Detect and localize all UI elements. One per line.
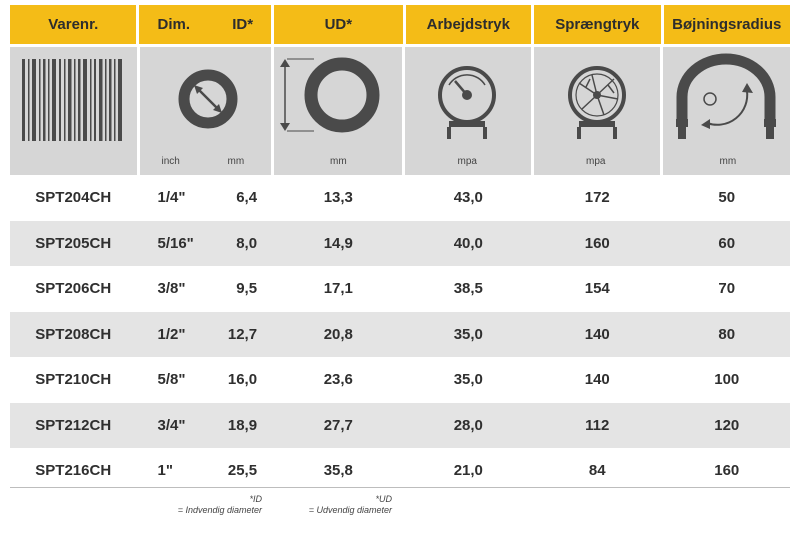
- footnote-ud: *UD = Udvendig diameter: [282, 494, 392, 516]
- table-row: SPT204CH 1/4" 6,4 13,3 43,0 172 50: [10, 175, 790, 221]
- cell-dim: 5/8": [157, 371, 186, 389]
- cell-dim-id: 1" 25,5: [139, 462, 271, 479]
- cell-dim-id: 1/2" 12,7: [139, 326, 271, 343]
- bend-radius-icon: [676, 53, 777, 139]
- cell-arbejdstryk: 21,0: [453, 462, 483, 480]
- cell-dim: 3/4": [157, 416, 186, 434]
- cell-ud: 23,6: [323, 371, 353, 389]
- cell-bojningsradius: 70: [718, 280, 736, 298]
- cell-arbejdstryk: 35,0: [453, 371, 483, 389]
- header-id: ID*: [232, 16, 254, 33]
- cell-id: 12,7: [227, 325, 258, 343]
- cell-bojningsradius: 100: [714, 371, 740, 389]
- cell-varenr: SPT216CH: [35, 462, 112, 480]
- footnote-ud-text: = Udvendig diameter: [308, 505, 392, 515]
- inner-diameter-icon: [178, 69, 237, 129]
- cell-id: 9,5: [236, 280, 258, 298]
- burst-gauge-icon: [567, 66, 626, 139]
- cell-id: 16,0: [227, 371, 258, 389]
- cell-bojningsradius: 60: [718, 234, 736, 252]
- pressure-gauge-icon: [438, 66, 497, 139]
- header-row: Varenr. Dim. ID* UD* Arbejdstryk Sprængt…: [10, 5, 791, 44]
- cell-dim-id: 5/16" 8,0: [139, 235, 271, 252]
- unit-ud-mm: mm: [329, 156, 347, 167]
- header-dim-id: Dim. ID*: [139, 5, 272, 44]
- icon-cell-bojningsradius: mm: [663, 47, 790, 175]
- table-row: SPT205CH 5/16" 8,0 14,9 40,0 160 60: [10, 220, 790, 266]
- footnote-id-mark: *ID: [249, 494, 262, 504]
- cell-dim-id: 3/4" 18,9: [139, 417, 271, 434]
- spec-table: Varenr. Dim. ID* UD* Arbejdstryk Sprængt…: [10, 5, 791, 494]
- cell-id: 25,5: [227, 462, 258, 480]
- cell-dim-id: 5/8" 16,0: [139, 371, 271, 388]
- cell-ud: 17,1: [323, 280, 353, 298]
- cell-bojningsradius: 160: [714, 462, 740, 480]
- cell-dim: 1/2": [157, 325, 186, 343]
- cell-arbejdstryk: 43,0: [453, 189, 483, 207]
- cell-spraengtryk: 172: [584, 189, 610, 207]
- cell-dim: 3/8": [157, 280, 186, 298]
- cell-spraengtryk: 154: [584, 280, 610, 298]
- cell-bojningsradius: 120: [714, 416, 740, 434]
- cell-ud: 14,9: [323, 234, 353, 252]
- icon-cell-spraengtryk: mpa: [533, 47, 661, 175]
- header-spraengtryk: Sprængtryk: [534, 5, 661, 44]
- cell-spraengtryk: 112: [585, 416, 610, 434]
- cell-dim: 1/4": [157, 189, 186, 207]
- cell-arbejdstryk: 40,0: [453, 234, 483, 252]
- cell-id: 8,0: [236, 234, 258, 252]
- footnote-id: *ID = Indvendig diameter: [150, 494, 262, 516]
- cell-spraengtryk: 140: [584, 371, 610, 389]
- cell-dim: 1": [157, 462, 173, 480]
- icon-row: inch mm mm mpa: [10, 47, 790, 175]
- unit-spraengtryk: mpa: [585, 156, 606, 167]
- header-ud: UD*: [274, 5, 403, 44]
- icon-cell-ud: mm: [273, 47, 403, 175]
- table-row: SPT216CH 1" 25,5 35,8 21,0 84 160: [10, 448, 790, 494]
- table-row: SPT208CH 1/2" 12,7 20,8 35,0 140 80: [10, 311, 790, 357]
- footnote-id-text: = Indvendig diameter: [177, 505, 262, 515]
- cell-spraengtryk: 84: [588, 462, 606, 480]
- cell-dim-id: 1/4" 6,4: [139, 189, 271, 206]
- cell-ud: 35,8: [323, 462, 353, 480]
- cell-ud: 13,3: [323, 189, 353, 207]
- icon-cell-varenr: [10, 47, 137, 175]
- cell-arbejdstryk: 38,5: [453, 280, 483, 298]
- table-row: SPT210CH 5/8" 16,0 23,6 35,0 140 100: [10, 357, 790, 403]
- unit-arbejdstryk: mpa: [457, 156, 477, 167]
- table-row: SPT206CH 3/8" 9,5 17,1 38,5 154 70: [10, 266, 790, 312]
- cell-dim-id: 3/8" 9,5: [139, 280, 271, 297]
- cell-bojningsradius: 80: [718, 325, 736, 343]
- unit-bojningsradius: mm: [719, 156, 737, 167]
- unit-id-mm: mm: [227, 156, 245, 167]
- icon-cell-arbejdstryk: mpa: [405, 47, 531, 175]
- header-dim: Dim.: [157, 16, 190, 33]
- outer-diameter-icon: [279, 57, 380, 133]
- cell-bojningsradius: 50: [718, 189, 736, 207]
- cell-id: 18,9: [227, 416, 258, 434]
- barcode-icon: [22, 59, 122, 141]
- cell-id: 6,4: [236, 189, 258, 207]
- cell-varenr: SPT210CH: [35, 371, 112, 389]
- cell-arbejdstryk: 35,0: [453, 325, 483, 343]
- header-varenr: Varenr.: [10, 5, 137, 44]
- icon-cell-id: inch mm: [139, 47, 271, 175]
- cell-varenr: SPT208CH: [35, 325, 112, 343]
- cell-spraengtryk: 140: [584, 325, 610, 343]
- cell-dim: 5/16": [157, 234, 194, 252]
- cell-varenr: SPT206CH: [35, 280, 112, 298]
- unit-inch: inch: [161, 156, 180, 167]
- cell-varenr: SPT205CH: [35, 234, 112, 252]
- footnote-ud-mark: *UD: [375, 494, 392, 504]
- cell-spraengtryk: 160: [584, 234, 610, 252]
- cell-varenr: SPT204CH: [35, 189, 112, 207]
- cell-varenr: SPT212CH: [35, 416, 112, 434]
- cell-ud: 27,7: [323, 416, 353, 434]
- header-arbejdstryk: Arbejdstryk: [405, 5, 532, 44]
- table-row: SPT212CH 3/4" 18,9 27,7 28,0 112 120: [10, 402, 790, 448]
- cell-ud: 20,8: [323, 325, 353, 343]
- cell-arbejdstryk: 28,0: [453, 416, 483, 434]
- header-bojningsradius: Bøjningsradius: [663, 5, 791, 44]
- table-bottom-divider: [10, 487, 790, 488]
